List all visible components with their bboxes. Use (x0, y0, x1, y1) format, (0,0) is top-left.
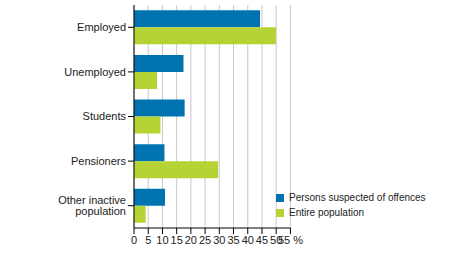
svg-text:50: 50 (270, 233, 283, 246)
svg-text:0: 0 (131, 234, 137, 246)
svg-text:Pensioners: Pensioners (71, 155, 127, 167)
html-text:Persons suspected of offences: Persons suspected of offences (289, 192, 426, 203)
svg-text:35: 35 (227, 234, 239, 246)
svg-text:Students: Students (83, 110, 127, 122)
svg-text:Employed: Employed (77, 21, 126, 33)
html-text:Entire population: Entire population (289, 207, 365, 218)
svg-text:55 %: 55 % (278, 234, 303, 246)
svg-text:10: 10 (156, 234, 168, 246)
svg-text:15: 15 (171, 234, 183, 246)
svg-text:20: 20 (185, 234, 197, 246)
svg-text:Unemployed: Unemployed (64, 66, 126, 78)
svg-text:5: 5 (145, 234, 151, 246)
svg-text:30: 30 (213, 234, 225, 246)
svg-text:Other inactivepopulation: Other inactivepopulation (58, 194, 126, 217)
svg-text:25: 25 (199, 234, 211, 246)
svg-text:45: 45 (256, 234, 268, 246)
svg-text:40: 40 (242, 234, 254, 246)
